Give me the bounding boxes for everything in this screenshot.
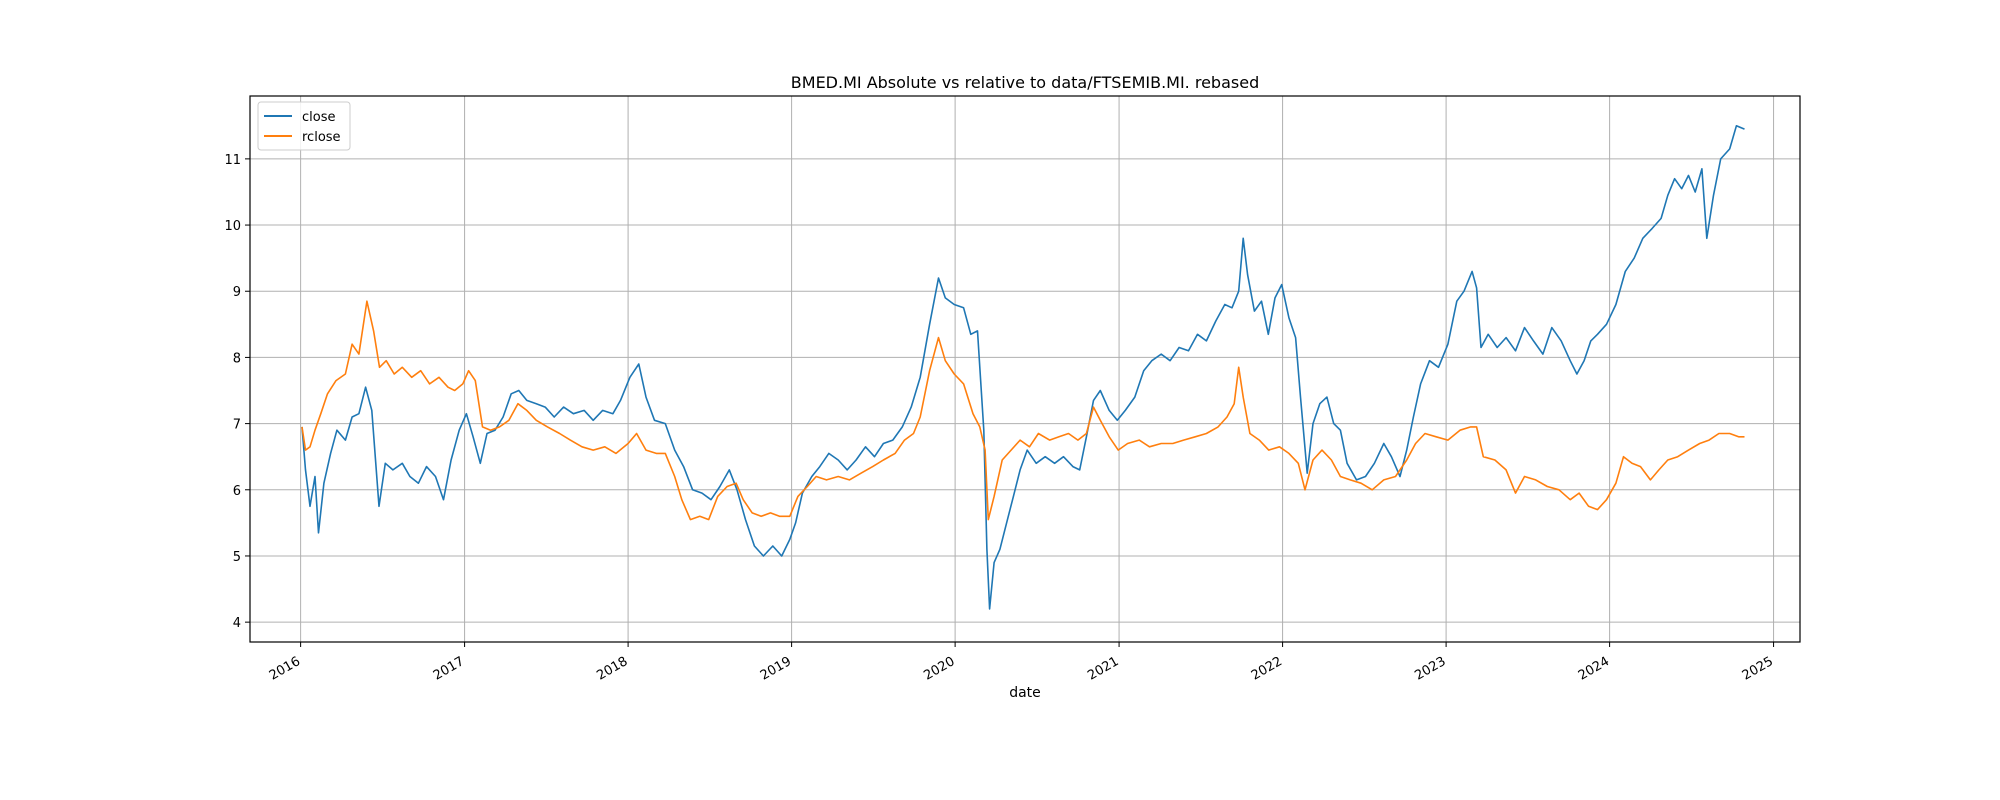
series-line-rclose [301, 300, 1745, 521]
series-group [301, 125, 1745, 610]
y-tick-label: 11 [224, 153, 241, 168]
y-tick-label: 9 [233, 285, 241, 300]
y-tick-label: 7 [233, 418, 241, 433]
y-tick-label: 5 [233, 550, 241, 565]
x-axis-label: date [1009, 685, 1041, 701]
legend: close rclose [257, 101, 351, 151]
legend-box [257, 101, 351, 151]
legend-label-rclose: rclose [302, 130, 341, 145]
chart-title: BMED.MI Absolute vs relative to data/FTS… [791, 73, 1259, 92]
legend-label-close: close [302, 110, 335, 125]
plot-frame [249, 95, 1801, 643]
y-tick-label: 8 [233, 351, 241, 366]
y-tick-label: 6 [233, 484, 241, 499]
grid [250, 96, 1800, 642]
series-line-close [301, 125, 1745, 610]
y-tick-label: 10 [224, 219, 241, 234]
y-tick-label: 4 [233, 616, 241, 631]
